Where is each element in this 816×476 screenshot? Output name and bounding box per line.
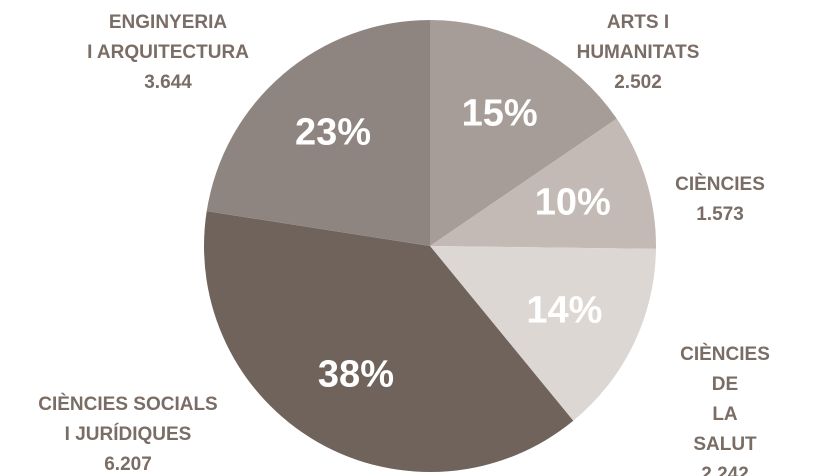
category-label: ARTS I HUMANITATS bbox=[576, 12, 700, 63]
value-label: 3.644 bbox=[144, 72, 192, 93]
slice-label: ENGINYERIA I ARQUITECTURA 3.644 bbox=[87, 8, 249, 98]
slice-label: ARTS I HUMANITATS 2.502 bbox=[549, 8, 727, 98]
value-label: 1.573 bbox=[696, 204, 744, 225]
value-label: 2.502 bbox=[614, 72, 662, 93]
slice-label: CIÈNCIES 1.573 bbox=[675, 170, 765, 230]
value-label: 6.207 bbox=[104, 454, 152, 475]
slice bbox=[204, 211, 574, 473]
category-label: CIÈNCIES SOCIALS I JURÍDIQUES bbox=[38, 394, 218, 445]
slice bbox=[430, 118, 657, 249]
percent-label: 38% bbox=[317, 353, 394, 396]
slice-label: CIÈNCIES DE LA SALUT 2.242 bbox=[680, 340, 771, 476]
category-label: ENGINYERIA I ARQUITECTURA bbox=[87, 12, 249, 63]
slice bbox=[430, 20, 617, 246]
value-label: 2.242 bbox=[701, 464, 749, 476]
percent-label: 23% bbox=[294, 111, 372, 154]
slice bbox=[206, 20, 430, 246]
slice bbox=[430, 246, 656, 421]
percent-label: 14% bbox=[526, 289, 603, 332]
category-label: CIÈNCIES bbox=[675, 174, 765, 195]
percent-label: 15% bbox=[461, 92, 538, 135]
slice-label: CIÈNCIES SOCIALS I JURÍDIQUES 6.207 bbox=[38, 390, 217, 476]
category-label: CIÈNCIES DE LA SALUT bbox=[680, 344, 770, 455]
percent-label: 10% bbox=[534, 181, 611, 224]
